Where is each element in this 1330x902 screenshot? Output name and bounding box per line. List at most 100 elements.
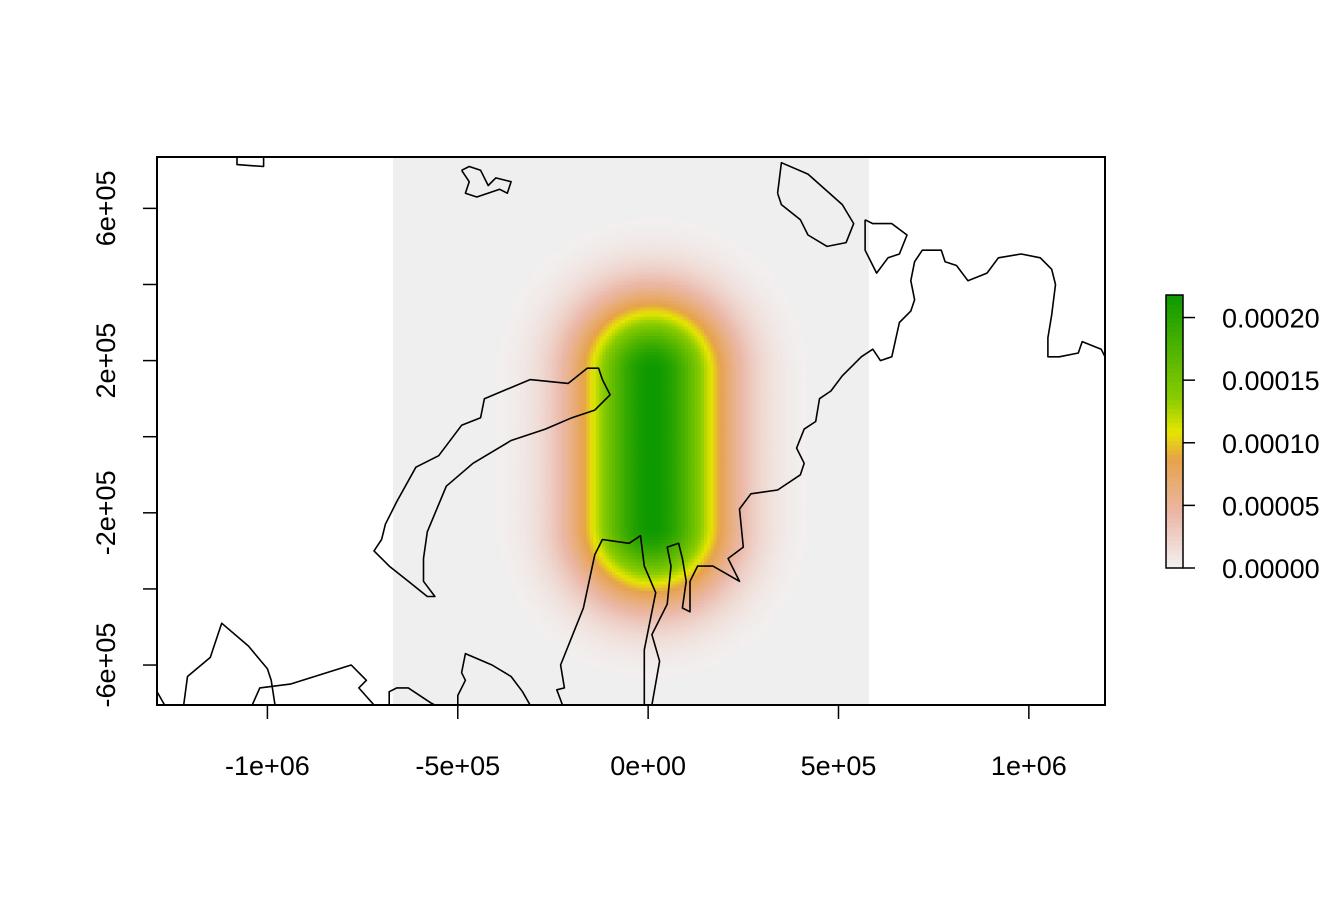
density-cell — [526, 513, 531, 518]
density-cell — [621, 650, 626, 655]
density-cell — [646, 529, 651, 534]
density-cell — [573, 615, 578, 620]
density-cell — [678, 558, 683, 563]
density-cell — [554, 564, 559, 569]
density-cell — [634, 673, 638, 677]
density-cell — [719, 590, 724, 595]
density-cell — [716, 625, 721, 630]
density-cell — [545, 574, 550, 579]
density-cell — [665, 650, 670, 655]
density-cell — [681, 654, 686, 658]
density-cell — [542, 603, 546, 607]
density-cell — [516, 488, 521, 493]
density-cell — [526, 558, 531, 563]
density-cell — [773, 494, 778, 499]
density-cell — [767, 513, 772, 518]
density-cell — [586, 478, 591, 483]
density-cell — [672, 657, 677, 661]
density-cell — [665, 669, 670, 674]
density-cell — [631, 568, 635, 572]
density-cell — [751, 526, 756, 531]
density-cell — [662, 501, 667, 505]
density-cell — [624, 663, 629, 668]
density-cell — [586, 485, 591, 489]
density-cell — [545, 552, 550, 556]
density-cell — [602, 631, 607, 636]
density-cell — [564, 494, 569, 499]
density-cell — [653, 587, 657, 591]
density-cell — [684, 669, 689, 674]
density-cell — [770, 603, 775, 607]
density-cell — [742, 568, 746, 572]
density-cell — [513, 523, 518, 528]
density-cell — [681, 548, 686, 553]
density-cell — [732, 596, 737, 601]
density-cell — [580, 517, 585, 521]
density-cell — [735, 628, 740, 633]
density-cell — [573, 606, 578, 611]
density-cell — [802, 542, 807, 547]
density-cell — [523, 497, 527, 502]
density-cell — [672, 561, 677, 566]
density-cell — [500, 488, 505, 493]
density-cell — [776, 593, 781, 598]
density-cell — [570, 618, 575, 623]
density-cell — [570, 520, 575, 524]
density-cell — [611, 593, 616, 598]
density-cell — [611, 485, 616, 489]
density-cell — [570, 478, 575, 483]
density-cell — [640, 669, 645, 674]
density-cell — [570, 558, 575, 563]
density-cell — [554, 641, 559, 646]
density-cell — [519, 513, 524, 518]
density-cell — [745, 539, 749, 544]
density-cell — [631, 641, 635, 646]
density-cell — [707, 634, 711, 639]
density-cell — [586, 523, 591, 528]
density-cell — [599, 478, 604, 483]
density-cell — [573, 596, 578, 601]
density-cell — [761, 612, 765, 617]
density-cell — [659, 596, 664, 601]
density-cell — [773, 571, 778, 575]
density-cell — [561, 622, 565, 626]
density-cell — [627, 638, 632, 642]
density-cell — [611, 545, 616, 550]
density-cell — [558, 478, 562, 483]
density-cell — [761, 520, 765, 524]
density-cell — [602, 558, 607, 563]
density-cell — [535, 618, 540, 623]
density-cell — [751, 517, 756, 521]
density-cell — [656, 491, 661, 496]
density-cell — [764, 485, 769, 489]
density-cell — [523, 526, 527, 531]
density-cell — [500, 510, 505, 515]
density-cell — [602, 587, 607, 591]
density-cell — [551, 618, 556, 623]
density-cell — [608, 555, 613, 560]
density-cell — [548, 568, 553, 572]
density-cell — [615, 485, 619, 489]
density-cell — [795, 552, 800, 556]
density-cell — [548, 622, 553, 626]
density-cell — [548, 507, 553, 512]
density-cell — [707, 587, 711, 591]
density-cell — [621, 491, 626, 496]
density-cell — [532, 615, 537, 620]
density-cell — [738, 561, 743, 566]
density-cell — [558, 574, 562, 579]
density-cell — [675, 520, 680, 524]
density-cell — [608, 654, 613, 658]
density-cell — [561, 644, 565, 649]
density-cell — [691, 587, 696, 591]
density-cell — [586, 641, 591, 646]
density-cell — [583, 606, 588, 611]
density-cell — [526, 520, 531, 524]
density-cell — [608, 507, 613, 512]
density-cell — [570, 513, 575, 518]
density-cell — [526, 574, 531, 579]
density-cell — [570, 583, 575, 588]
density-cell — [567, 618, 572, 623]
density-cell — [640, 650, 645, 655]
density-cell — [691, 558, 696, 563]
